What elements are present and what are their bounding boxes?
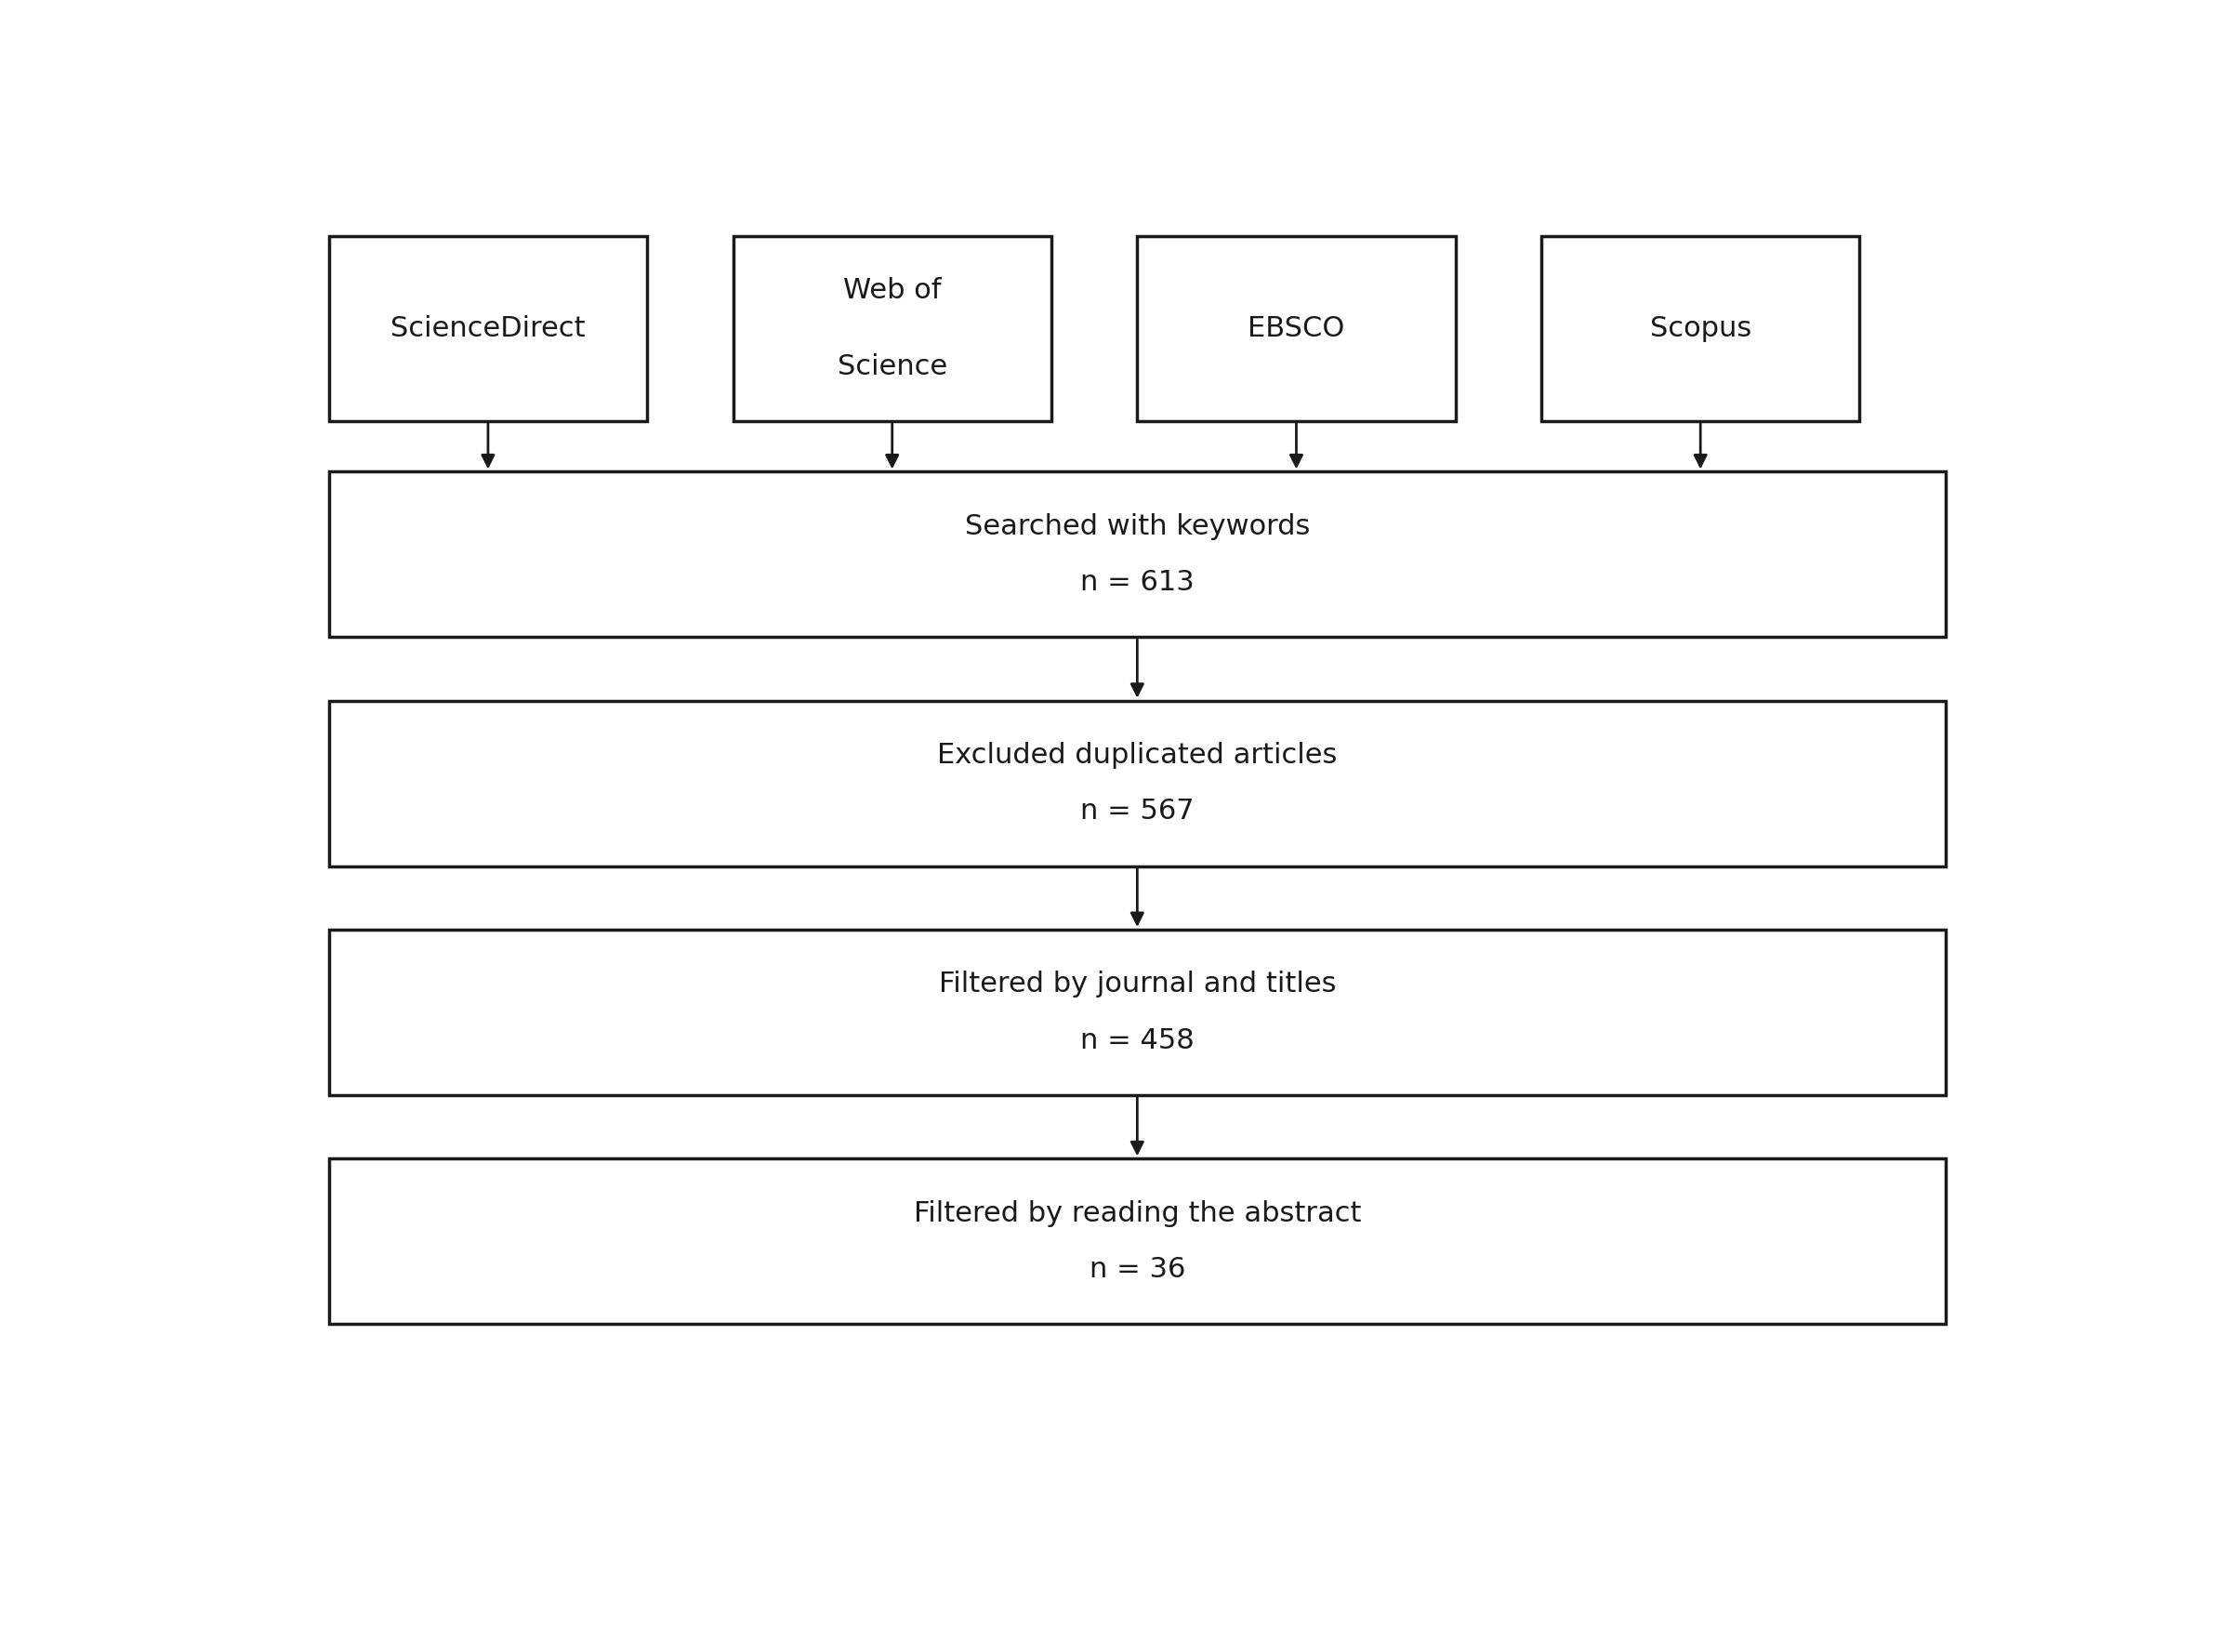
Text: n = 613: n = 613: [1081, 568, 1194, 596]
Bar: [328, 930, 1946, 1095]
Text: Excluded duplicated articles: Excluded duplicated articles: [936, 742, 1338, 768]
Text: Filtered by reading the abstract: Filtered by reading the abstract: [914, 1199, 1360, 1227]
Text: n = 458: n = 458: [1081, 1028, 1194, 1054]
Bar: [328, 236, 648, 421]
Text: Scopus: Scopus: [1649, 316, 1751, 342]
Bar: [1138, 236, 1456, 421]
Bar: [328, 700, 1946, 866]
Bar: [1542, 236, 1860, 421]
Bar: [732, 236, 1052, 421]
Bar: [328, 472, 1946, 638]
Text: EBSCO: EBSCO: [1247, 316, 1345, 342]
Text: n = 567: n = 567: [1081, 798, 1194, 824]
Text: n = 36: n = 36: [1090, 1256, 1185, 1282]
Text: Searched with keywords: Searched with keywords: [965, 514, 1309, 540]
Text: Web of: Web of: [843, 278, 941, 304]
Text: Science: Science: [837, 354, 948, 380]
Bar: [328, 1158, 1946, 1323]
Text: Filtered by journal and titles: Filtered by journal and titles: [939, 971, 1336, 998]
Text: ScienceDirect: ScienceDirect: [391, 316, 586, 342]
